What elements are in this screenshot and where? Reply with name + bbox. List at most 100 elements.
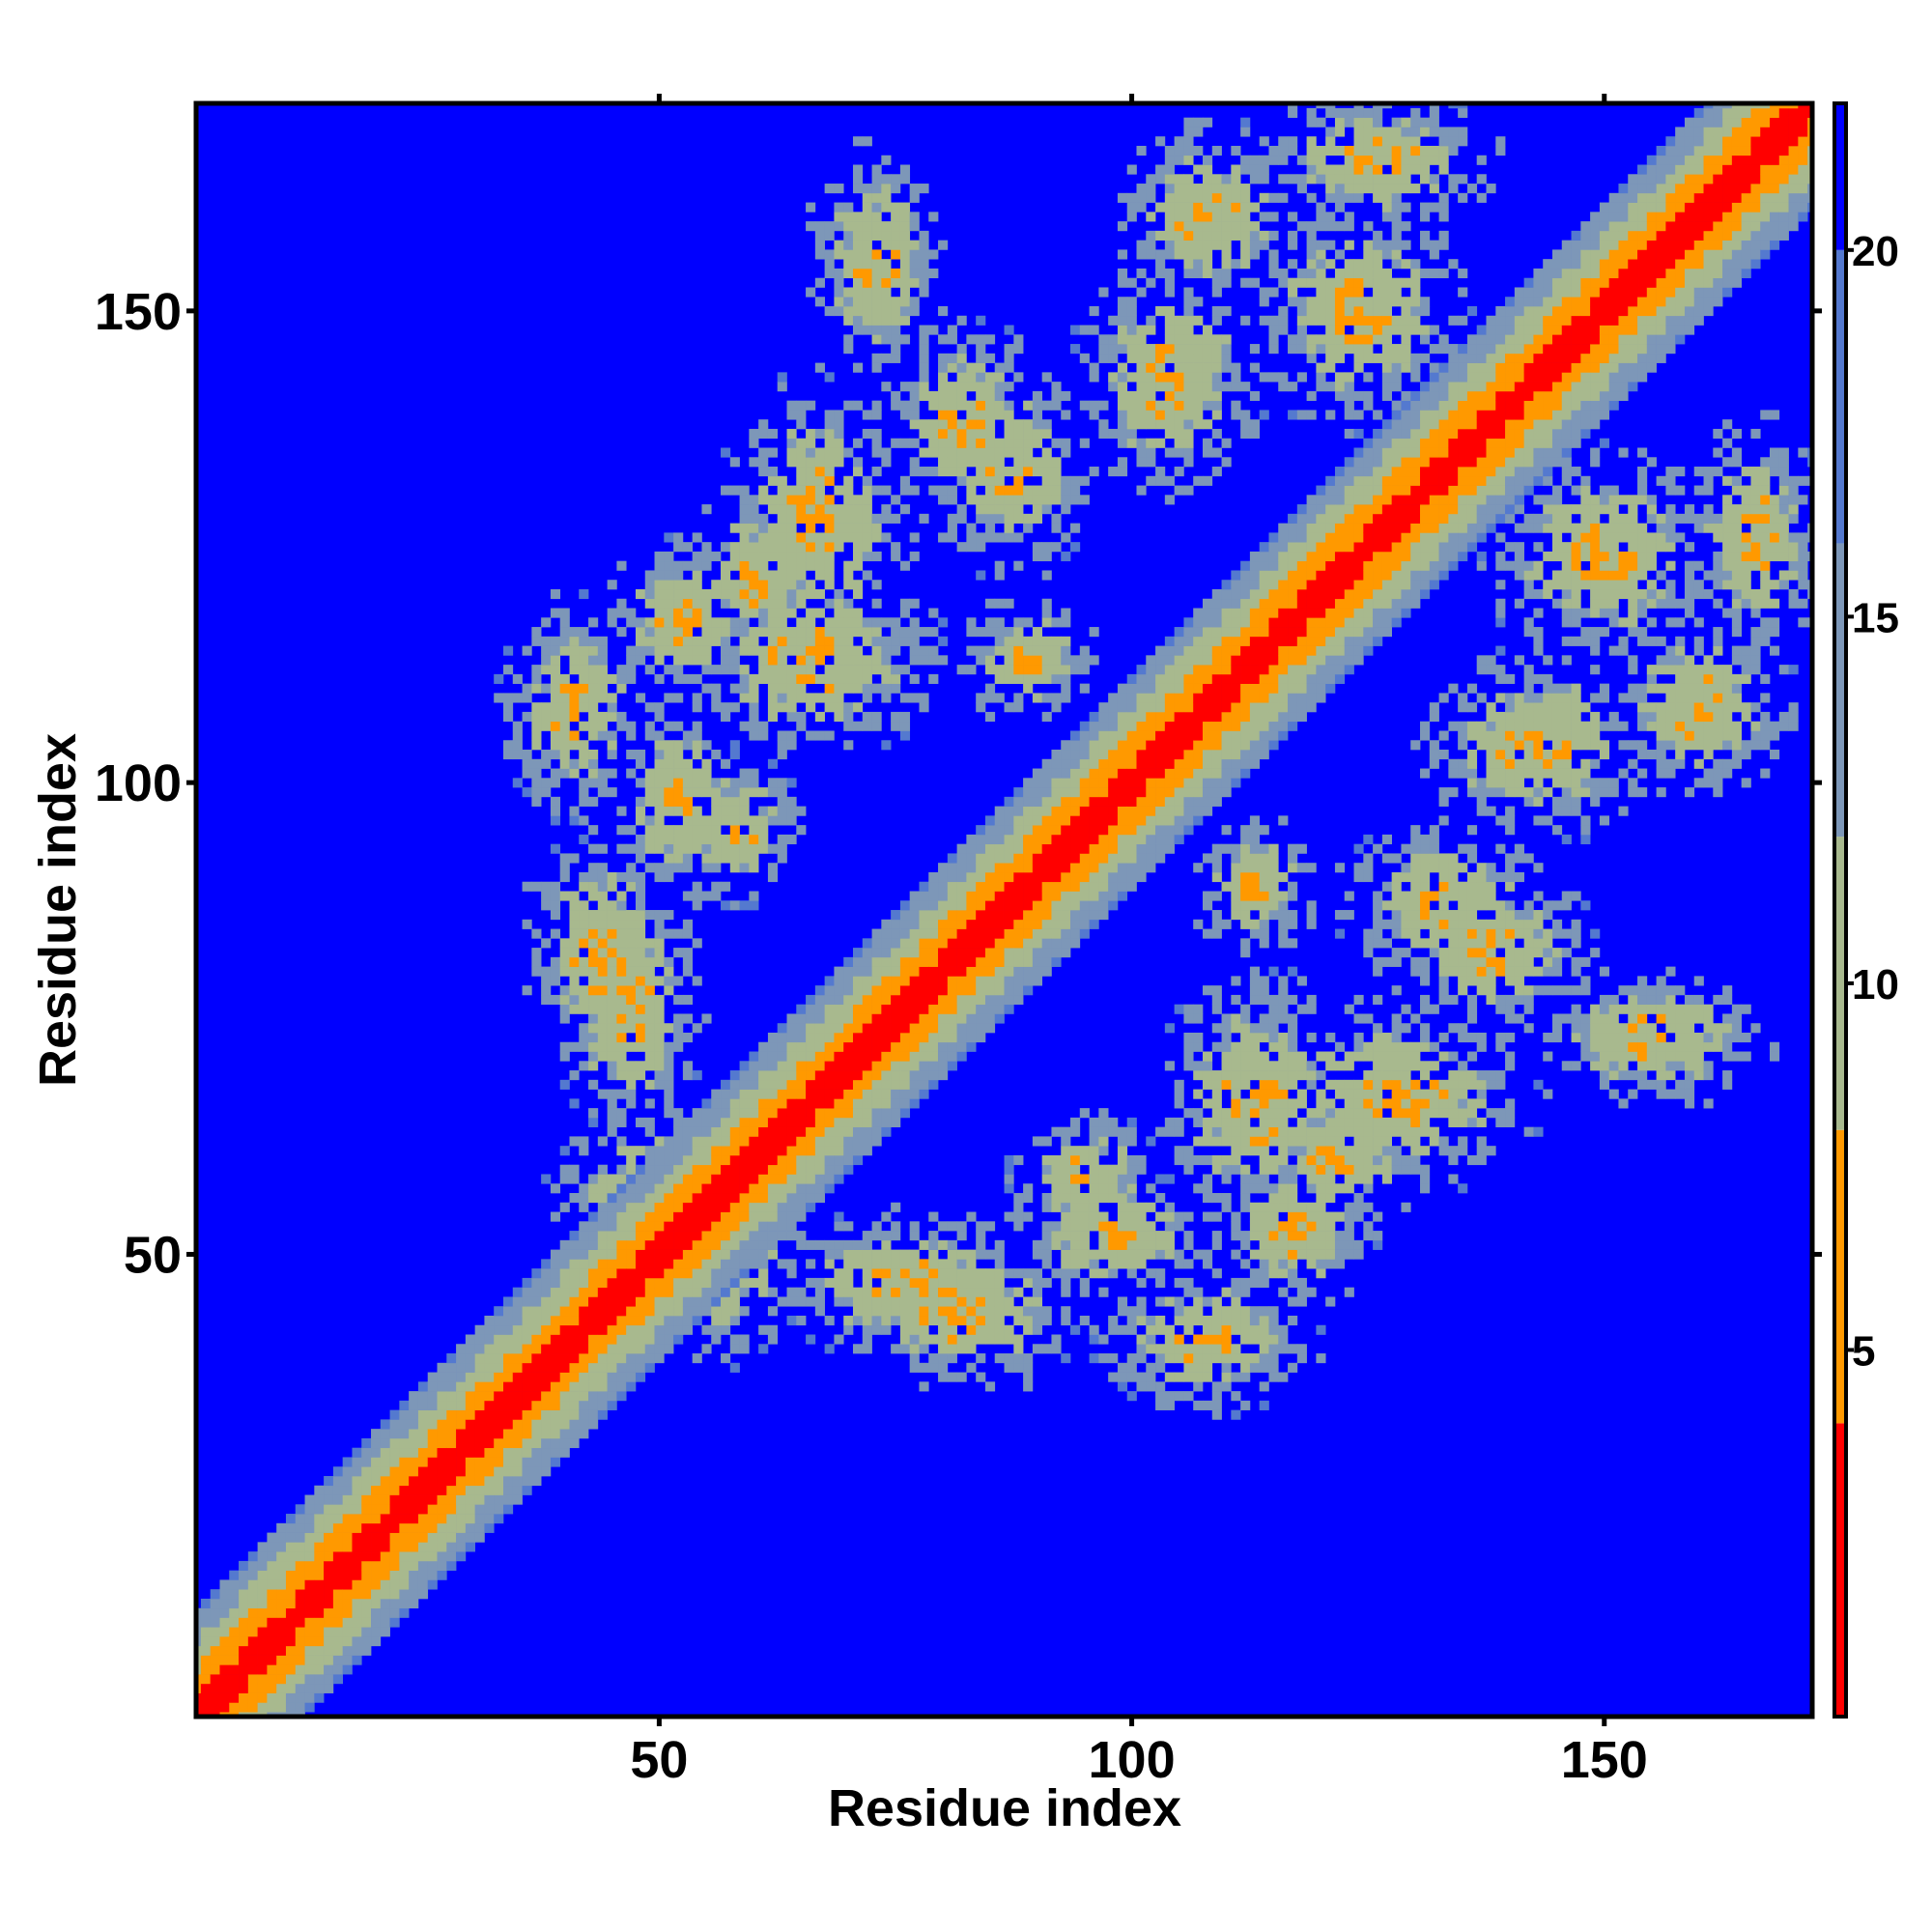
heatmap-cell <box>862 504 872 515</box>
heatmap-cell <box>1136 740 1147 751</box>
heatmap-cell <box>871 598 882 609</box>
heatmap-cell <box>834 202 844 213</box>
heatmap-cell <box>588 1362 599 1373</box>
heatmap-cell <box>976 843 986 854</box>
heatmap-cell <box>1126 428 1137 440</box>
heatmap-cell <box>834 608 844 618</box>
heatmap-cell <box>399 1494 410 1505</box>
heatmap-cell <box>796 825 807 836</box>
heatmap-cell <box>947 948 957 958</box>
heatmap-cell <box>664 796 674 807</box>
heatmap-cell <box>834 1287 844 1297</box>
heatmap-cell <box>899 976 911 986</box>
heatmap-cell <box>1098 750 1109 760</box>
heatmap-cell <box>371 1447 382 1458</box>
heatmap-cell <box>522 1324 532 1335</box>
heatmap-cell <box>966 410 977 420</box>
heatmap-cell <box>938 1372 949 1382</box>
heatmap-cell <box>891 956 901 967</box>
heatmap-cell <box>862 315 872 326</box>
heatmap-cell <box>1174 1079 1184 1090</box>
heatmap-cell <box>862 938 872 949</box>
heatmap-cell <box>673 1334 684 1345</box>
heatmap-cell <box>673 1221 684 1232</box>
heatmap-cell <box>550 1381 561 1392</box>
heatmap-cell <box>1146 1183 1156 1194</box>
heatmap-cell <box>597 1013 608 1024</box>
heatmap-cell <box>777 655 787 666</box>
heatmap-cell <box>1146 174 1156 185</box>
heatmap-cell <box>721 1211 731 1222</box>
heatmap-cell <box>1126 1391 1137 1402</box>
heatmap-cell <box>1098 1268 1109 1279</box>
heatmap-cell <box>465 1362 475 1373</box>
heatmap-cell <box>909 532 920 543</box>
heatmap-cell <box>541 891 552 901</box>
heatmap-cell <box>276 1683 287 1693</box>
heatmap-cell <box>1108 467 1119 477</box>
heatmap-cell <box>909 297 920 307</box>
heatmap-cell <box>512 1353 523 1364</box>
heatmap-cell <box>484 1362 495 1373</box>
heatmap-cell <box>928 655 939 666</box>
heatmap-cell <box>871 665 882 675</box>
heatmap-cell <box>814 1287 825 1297</box>
heatmap-cell <box>409 1466 419 1477</box>
heatmap-cell <box>607 900 617 911</box>
heatmap-cell <box>711 1239 722 1250</box>
heatmap-cell <box>257 1655 268 1665</box>
heatmap-cell <box>1089 1221 1099 1232</box>
heatmap-cell <box>616 1315 627 1326</box>
heatmap-cell <box>644 1079 655 1090</box>
heatmap-cell <box>531 1381 542 1392</box>
heatmap-cell <box>1061 768 1071 779</box>
heatmap-cell <box>796 1013 807 1024</box>
heatmap-cell <box>503 702 514 713</box>
heatmap-cell <box>541 1419 552 1430</box>
heatmap-cell <box>1023 683 1034 694</box>
heatmap-cell <box>994 1239 1005 1250</box>
heatmap-cell <box>597 1041 608 1052</box>
heatmap-cell <box>1117 758 1128 769</box>
heatmap-cell <box>909 673 920 684</box>
heatmap-cell <box>786 570 797 581</box>
heatmap-cell <box>806 1146 816 1156</box>
heatmap-cell <box>1070 750 1081 760</box>
heatmap-cell <box>767 542 779 553</box>
heatmap-cell <box>1108 1353 1119 1364</box>
heatmap-cell <box>966 447 977 458</box>
heatmap-cell <box>767 665 779 675</box>
heatmap-cell <box>239 1655 249 1665</box>
heatmap-cell <box>314 1598 325 1609</box>
heatmap-cell <box>635 1268 646 1279</box>
heatmap-cell <box>834 438 844 448</box>
heatmap-cell <box>984 976 996 986</box>
heatmap-cell <box>786 1117 797 1127</box>
heatmap-cell <box>682 673 694 684</box>
heatmap-cell <box>796 1079 807 1090</box>
heatmap-cell <box>644 1239 655 1250</box>
heatmap-cell <box>1013 504 1024 515</box>
heatmap-cell <box>956 1268 967 1279</box>
heatmap-cell <box>1098 891 1109 901</box>
heatmap-cell <box>956 966 967 977</box>
heatmap-cell <box>456 1494 467 1505</box>
heatmap-cell <box>644 1249 655 1260</box>
heatmap-cell <box>739 900 750 911</box>
heatmap-cell <box>389 1485 400 1495</box>
heatmap-cell <box>824 475 835 486</box>
heatmap-cell <box>786 1221 797 1232</box>
heatmap-cell <box>1136 665 1147 675</box>
heatmap-cell <box>1079 655 1090 666</box>
heatmap-cell <box>644 1277 655 1289</box>
heatmap-cell <box>909 693 920 703</box>
heatmap-cell <box>239 1560 249 1571</box>
heatmap-cell <box>607 750 617 760</box>
heatmap-cell <box>1041 1249 1052 1260</box>
heatmap-cell <box>352 1542 362 1552</box>
heatmap-cell <box>682 627 694 638</box>
heatmap-cell <box>682 645 694 656</box>
heatmap-cell <box>1164 390 1175 401</box>
heatmap-cell <box>673 1117 684 1127</box>
heatmap-cell <box>701 1193 712 1204</box>
